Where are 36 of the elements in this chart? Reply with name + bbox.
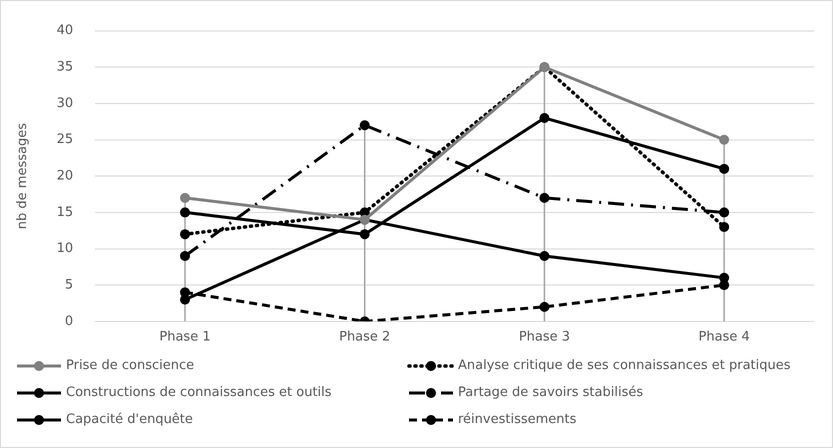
point (180, 294, 190, 305)
point (539, 112, 550, 123)
y-tick-label: 40 (56, 23, 74, 38)
y-tick-label: 30 (56, 96, 74, 111)
y-tick-label: 20 (56, 168, 74, 184)
y-tick-label: 5 (64, 277, 74, 292)
point (360, 120, 370, 130)
point (539, 302, 550, 312)
point (180, 251, 190, 262)
point (539, 251, 550, 262)
legend-label: Analyse critique de ses connaissances et pratiques (458, 358, 791, 373)
legend-label: Capacité d'enquête (66, 412, 193, 427)
point (719, 134, 730, 145)
legend-label: Partage de savoirs stabilisés (458, 385, 644, 400)
point (719, 164, 730, 174)
x-tick-label: Phase 4 (698, 330, 750, 345)
y-tick-label: 15 (56, 204, 74, 220)
y-tick-label: 10 (56, 241, 74, 256)
x-tick-label: Phase 3 (518, 330, 570, 345)
point (719, 222, 730, 232)
x-tick-label: Phase 1 (159, 330, 211, 345)
y-tick-label: 35 (56, 60, 74, 74)
point (180, 229, 190, 240)
y-tick-label: 0 (64, 314, 74, 329)
legend-label: Constructions de connaissances et outils (66, 385, 332, 400)
point (360, 229, 370, 240)
point (180, 192, 190, 203)
point (719, 272, 730, 283)
y-axis-title: nb de messages (15, 122, 30, 230)
point (180, 207, 190, 218)
point (539, 192, 550, 203)
legend-label: Prise de conscience (66, 358, 194, 373)
y-tick-label: 25 (56, 132, 74, 148)
legend-label: réinvestissements (458, 412, 576, 427)
x-tick-label: Phase 2 (339, 330, 390, 345)
point (719, 207, 730, 218)
